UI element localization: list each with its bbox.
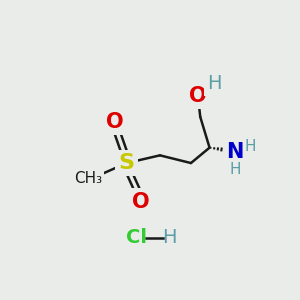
- Text: O: O: [132, 192, 149, 212]
- Text: O: O: [106, 112, 124, 132]
- Text: H: H: [230, 162, 241, 177]
- Text: O: O: [189, 86, 207, 106]
- Text: N: N: [226, 142, 244, 161]
- Text: S: S: [118, 153, 135, 173]
- Text: CH₃: CH₃: [74, 171, 102, 186]
- Text: H: H: [207, 74, 221, 93]
- Text: H: H: [245, 139, 256, 154]
- Text: Cl: Cl: [126, 228, 147, 247]
- Text: H: H: [162, 228, 176, 247]
